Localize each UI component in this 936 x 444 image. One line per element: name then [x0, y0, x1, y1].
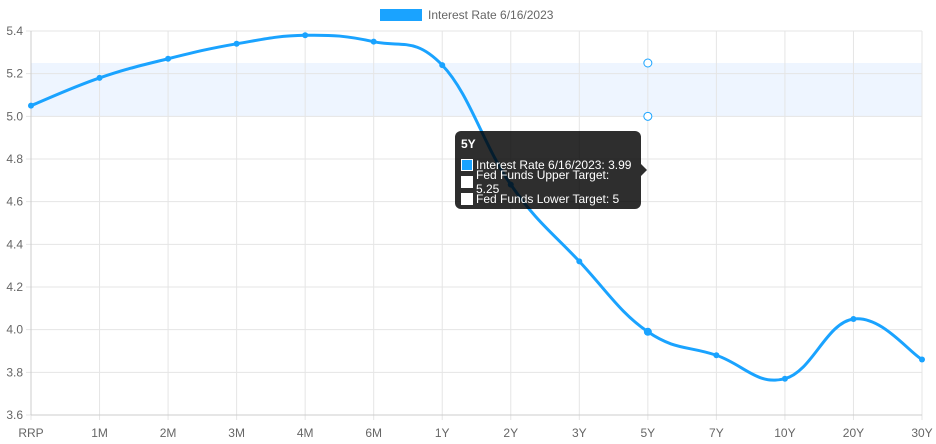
x-tick-label: 4M: [297, 426, 314, 440]
data-point: [919, 357, 925, 363]
x-tick-label: 1M: [91, 426, 108, 440]
tooltip-color-box: [461, 193, 473, 205]
tooltip-row: Fed Funds Lower Target: 5: [461, 190, 635, 207]
y-tick-label: 4.8: [6, 152, 23, 166]
data-point: [97, 75, 103, 81]
data-point: [713, 352, 719, 358]
x-tick-label: 20Y: [843, 426, 864, 440]
data-point: [576, 258, 582, 264]
x-tick-label: 5Y: [641, 426, 656, 440]
tooltip-title: 5Y: [461, 137, 635, 151]
data-point: [439, 62, 445, 68]
target-marker: [644, 112, 652, 120]
y-tick-label: 3.8: [6, 365, 23, 379]
data-point: [165, 56, 171, 62]
y-tick-label: 4.4: [6, 237, 23, 251]
x-tick-label: 3Y: [572, 426, 587, 440]
data-point: [302, 32, 308, 38]
target-range-band: [31, 63, 922, 116]
x-tick-label: 6M: [365, 426, 382, 440]
data-point: [850, 316, 856, 322]
legend[interactable]: Interest Rate 6/16/2023: [380, 8, 553, 22]
x-tick-label: 3M: [228, 426, 245, 440]
tooltip-color-box: [461, 176, 473, 188]
x-tick-label: 10Y: [774, 426, 795, 440]
data-point: [644, 328, 652, 336]
data-point: [782, 376, 788, 382]
legend-label: Interest Rate 6/16/2023: [428, 8, 553, 22]
target-marker: [644, 59, 652, 67]
x-tick-label: 7Y: [709, 426, 724, 440]
data-point: [28, 103, 34, 109]
legend-swatch: [380, 9, 422, 21]
y-tick-label: 5.4: [6, 24, 23, 38]
tooltip-row: Fed Funds Upper Target: 5.25: [461, 173, 635, 190]
y-tick-label: 4.2: [6, 280, 23, 294]
data-point: [371, 39, 377, 45]
y-tick-label: 5.2: [6, 67, 23, 81]
x-tick-label: RRP: [18, 426, 43, 440]
tooltip-color-box: [461, 159, 473, 171]
y-tick-label: 4.0: [6, 323, 23, 337]
y-tick-label: 5.0: [6, 109, 23, 123]
y-tick-label: 3.6: [6, 408, 23, 422]
data-point: [234, 41, 240, 47]
tooltip-row-text: Fed Funds Lower Target: 5: [476, 192, 619, 206]
x-tick-label: 2Y: [503, 426, 518, 440]
tooltip: 5Y Interest Rate 6/16/2023: 3.99 Fed Fun…: [455, 131, 641, 209]
x-tick-label: 2M: [160, 426, 177, 440]
x-tick-label: 30Y: [911, 426, 932, 440]
x-tick-label: 1Y: [435, 426, 450, 440]
y-tick-label: 4.6: [6, 195, 23, 209]
